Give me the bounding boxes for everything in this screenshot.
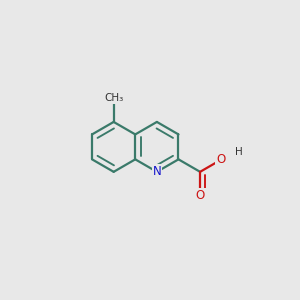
Text: CH₃: CH₃	[104, 93, 123, 103]
Text: H: H	[235, 147, 242, 157]
Text: O: O	[196, 189, 205, 202]
Text: N: N	[152, 165, 161, 178]
Text: O: O	[216, 154, 225, 166]
